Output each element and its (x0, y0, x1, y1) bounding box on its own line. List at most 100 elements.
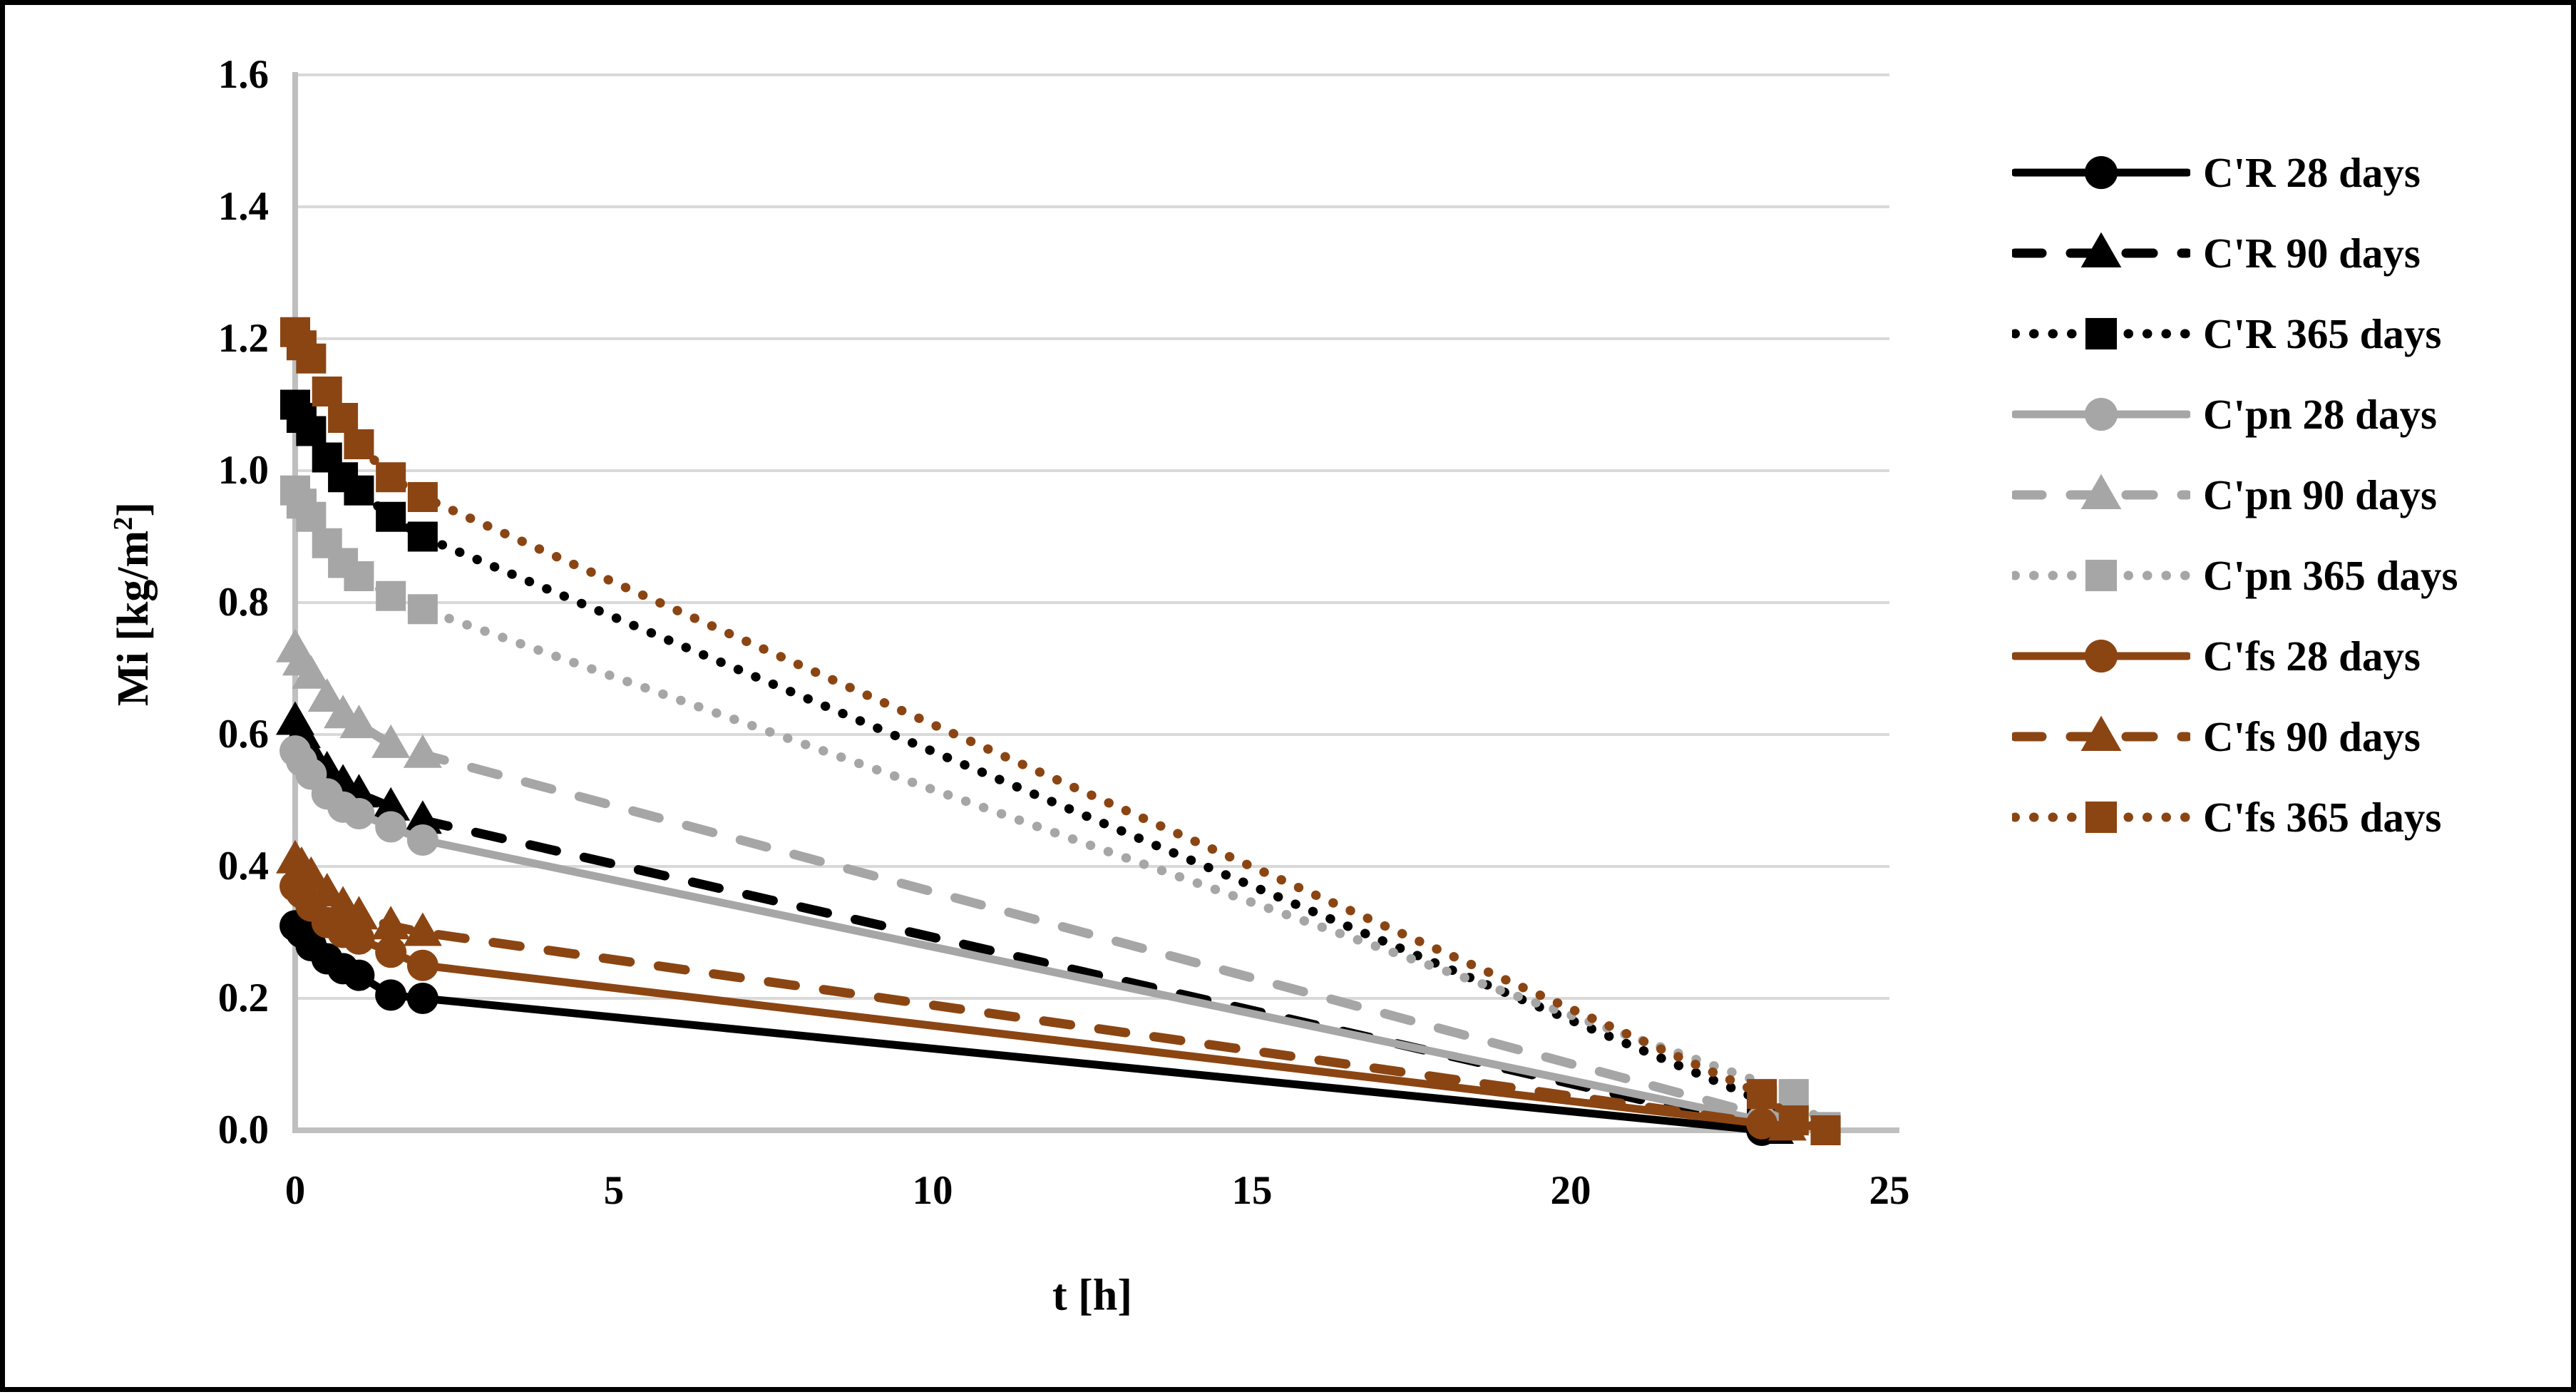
data-point-square (376, 580, 406, 611)
data-point-triangle (292, 856, 331, 890)
legend-label: C'R 28 days (2203, 148, 2421, 196)
data-point-square (2085, 801, 2118, 834)
data-point-square (1747, 1079, 1777, 1110)
data-point-square (312, 377, 342, 406)
data-point-square (296, 501, 327, 532)
data-point-circle (343, 798, 375, 829)
data-point-circle (406, 824, 438, 856)
y-tick-label: 1.2 (217, 316, 269, 361)
data-point-circle (2084, 155, 2118, 190)
legend-item: C'fs 365 days (2012, 782, 2561, 853)
data-point-square (2085, 317, 2118, 350)
data-point-circle (406, 949, 438, 981)
data-point-triangle (371, 906, 411, 940)
legend-item: C'fs 28 days (2012, 620, 2561, 692)
legend-label: C'pn 28 days (2203, 390, 2437, 438)
legend-label: C'fs 365 days (2203, 793, 2442, 841)
legend-item: C'R 90 days (2012, 218, 2561, 289)
data-point-triangle (2080, 232, 2122, 267)
data-point-square (2085, 559, 2118, 592)
y-axis-unit-superscript: 2 (108, 516, 139, 531)
series-c-fs-90-days (276, 839, 1807, 1141)
legend-marker-line-icon (2012, 801, 2190, 834)
legend-label: C'fs 90 days (2203, 712, 2421, 760)
data-point-triangle (339, 896, 379, 930)
legend-marker-line-icon (2012, 639, 2190, 673)
series-line (290, 644, 1786, 1125)
legend-label: C'R 365 days (2203, 309, 2442, 357)
legend-item: C'R 365 days (2012, 298, 2561, 369)
legend-marker-line-icon (2012, 715, 2190, 751)
y-tick-label: 1.6 (217, 52, 269, 97)
legend-marker-line-icon (2012, 397, 2190, 431)
legend-item: C'fs 90 days (2012, 701, 2561, 772)
legend-marker-line-icon (2012, 317, 2190, 350)
data-point-triangle (403, 734, 442, 768)
data-point-triangle (371, 787, 411, 821)
y-tick-label: 0.0 (217, 1107, 269, 1152)
series-c-pn-28-days (279, 735, 1778, 1137)
x-tick-label: 10 (912, 1168, 953, 1213)
x-tick-label: 25 (1869, 1168, 1910, 1213)
data-point-triangle (2080, 715, 2122, 751)
data-point-circle (375, 979, 407, 1011)
data-point-circle (375, 936, 407, 968)
data-point-circle (375, 811, 407, 843)
data-point-square (1778, 1105, 1809, 1136)
data-point-triangle (292, 655, 331, 689)
y-tick-label: 0.8 (217, 580, 269, 625)
series-line (290, 717, 1780, 1135)
legend-label: C'R 90 days (2203, 229, 2421, 277)
legend-label: C'pn 365 days (2203, 551, 2458, 599)
data-point-square (344, 561, 374, 591)
y-tick-label: 0.4 (217, 844, 269, 889)
data-point-square (296, 416, 327, 446)
x-tick-label: 5 (603, 1168, 625, 1213)
data-point-square (1810, 1115, 1841, 1145)
data-point-square (407, 594, 438, 625)
data-point-square (328, 403, 359, 433)
data-point-square (1778, 1079, 1809, 1110)
data-point-circle (2084, 397, 2118, 431)
y-tick-label: 1.0 (217, 448, 269, 493)
data-point-square (376, 501, 406, 532)
data-point-square (344, 475, 374, 506)
y-tick-label: 0.2 (217, 976, 269, 1020)
legend-marker-line-icon (2012, 232, 2190, 267)
data-point-triangle (307, 678, 347, 712)
legend-marker-line-icon (2012, 559, 2190, 592)
legend-label: C'pn 90 days (2203, 471, 2437, 518)
series-line (290, 486, 1831, 1132)
legend-marker-line-icon (2012, 474, 2190, 509)
x-tick-label: 0 (284, 1168, 306, 1213)
data-point-circle (2084, 639, 2118, 673)
series-line (290, 855, 1792, 1132)
x-tick-label: 20 (1550, 1168, 1591, 1213)
legend-marker-line-icon (2012, 155, 2190, 190)
data-point-square (407, 521, 438, 552)
x-tick-label: 15 (1231, 1168, 1273, 1213)
y-axis-title: Mi [kg/m2] (108, 501, 158, 707)
data-point-circle (406, 983, 438, 1014)
legend-item: C'pn 365 days (2012, 540, 2561, 611)
series-c-r-365-days (280, 389, 1841, 1145)
data-point-square (344, 429, 374, 459)
data-point-square (407, 482, 438, 512)
y-tick-label: 1.4 (217, 184, 269, 229)
legend-label: C'fs 28 days (2203, 632, 2421, 680)
legend-item: C'pn 28 days (2012, 379, 2561, 450)
series-c-r-28-days (279, 910, 1778, 1146)
data-point-circle (343, 959, 375, 991)
data-point-triangle (2080, 474, 2122, 509)
series-line (291, 747, 1766, 1125)
x-axis-title: t [h] (1052, 1271, 1132, 1320)
data-point-triangle (339, 705, 379, 739)
y-tick-label: 0.6 (217, 712, 269, 757)
legend-item: C'pn 90 days (2012, 459, 2561, 531)
line-chart (276, 72, 1899, 1146)
legend-item: C'R 28 days (2012, 137, 2561, 208)
data-point-triangle (371, 724, 411, 758)
data-point-square (296, 343, 327, 374)
data-point-triangle (403, 912, 442, 946)
